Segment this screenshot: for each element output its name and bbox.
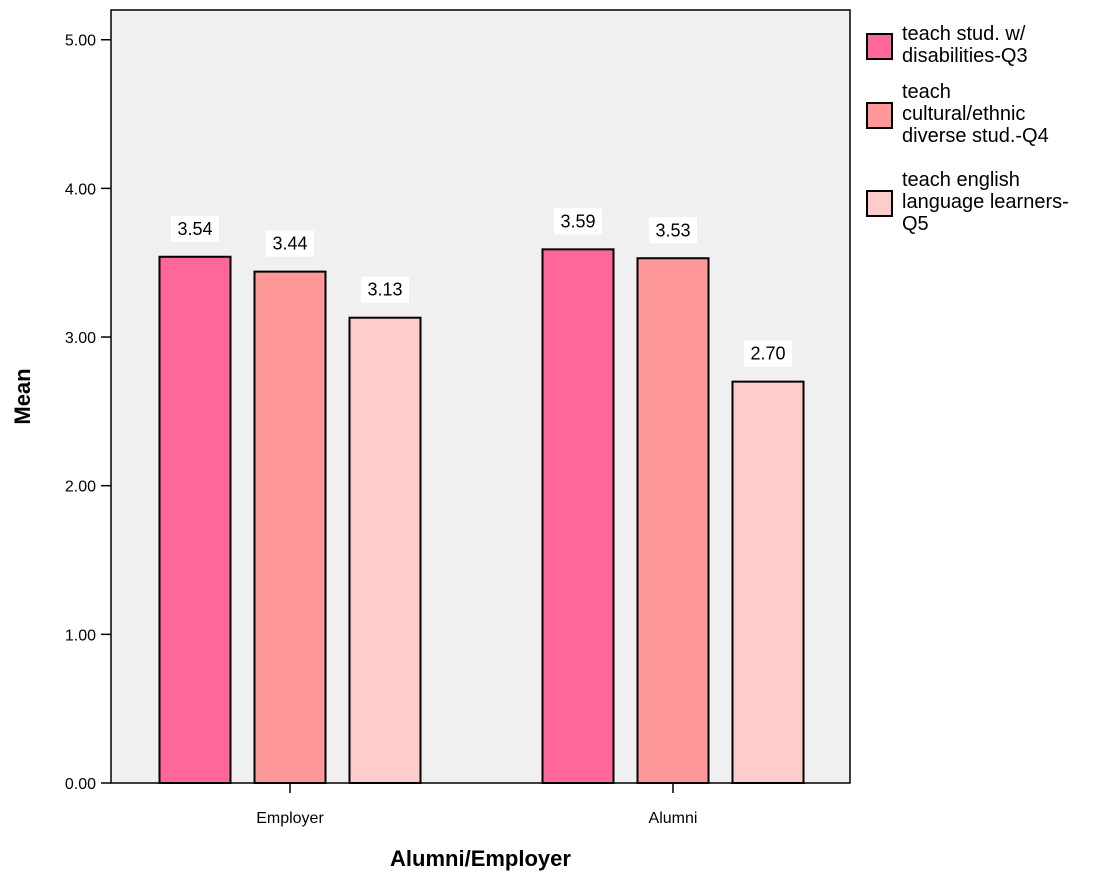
data-label-box: [744, 340, 792, 367]
y-tick-label: 1.00: [65, 627, 96, 644]
plot-area: [110, 9, 851, 784]
y-tick-label: 4.00: [65, 181, 96, 198]
data-labels-layer: 3.54 3.44 3.13 3.59 3.53 2.70: [171, 208, 792, 367]
legend-label: language learners-: [902, 191, 1069, 213]
y-tick-label: 3.00: [65, 330, 96, 347]
bar-alumni-q5: [731, 380, 805, 784]
x-tick-label-employer: Employer: [256, 810, 324, 827]
x-axis-title: Alumni/Employer: [390, 846, 571, 871]
legend-swatch: [866, 33, 893, 60]
data-label-box: [266, 230, 314, 257]
legend-label: teach: [902, 81, 951, 103]
bar-employer-q4: [253, 270, 327, 784]
data-label: 2.70: [750, 344, 785, 364]
legend-label: cultural/ethnic: [902, 103, 1025, 125]
bar-alumni-q3: [541, 248, 615, 784]
y-tick-label: 0.00: [65, 776, 96, 793]
legend-swatch: [866, 102, 893, 129]
legend: teach stud. w/disabilities-Q3 teachcultur…: [866, 23, 1069, 235]
legend-label: Q5: [902, 213, 929, 235]
legend-label: teach stud. w/: [902, 23, 1026, 45]
y-tick-label: 5.00: [65, 33, 96, 50]
data-label-box: [171, 215, 219, 242]
data-label-box: [361, 276, 409, 303]
legend-label: disabilities-Q3: [902, 45, 1028, 67]
data-label: 3.13: [367, 280, 402, 300]
legend-label: teach english: [902, 169, 1020, 191]
data-label: 3.53: [655, 220, 690, 240]
legend-swatch: [866, 190, 893, 217]
axes-layer: 0.00 1.00 2.00 3.00 4.00 5.00 Employer Alumni: [65, 33, 698, 827]
bar-alumni-q4: [636, 257, 710, 784]
x-tick-label-alumni: Alumni: [649, 810, 698, 827]
data-label: 3.44: [272, 234, 307, 254]
y-axis-title: Mean: [10, 368, 35, 424]
bar-employer-q5: [348, 316, 422, 784]
data-label-box: [649, 217, 697, 244]
data-label: 3.54: [177, 219, 212, 239]
data-label: 3.59: [560, 211, 595, 231]
bars-layer: [158, 248, 805, 784]
bar-employer-q3: [158, 255, 232, 784]
y-tick-label: 2.00: [65, 479, 96, 496]
data-label-box: [554, 208, 602, 235]
legend-label: diverse stud.-Q4: [902, 125, 1049, 147]
